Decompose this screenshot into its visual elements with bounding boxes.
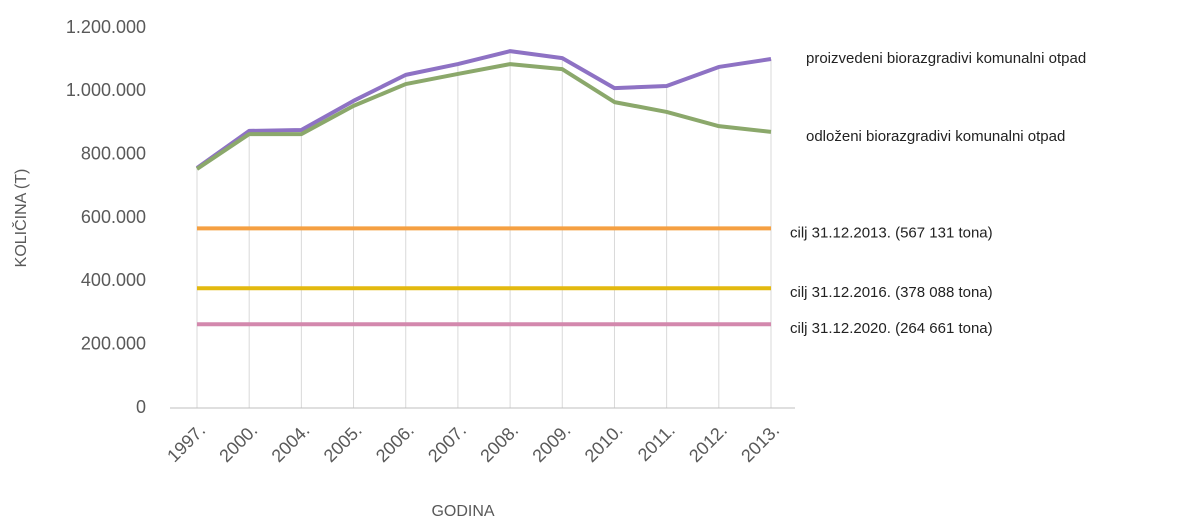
y-tick-label: 0 <box>136 397 146 417</box>
y-tick-label: 200.000 <box>81 333 146 353</box>
series-label: cilj 31.12.2016. (378 088 tona) <box>790 284 993 301</box>
x-tick-label: 2010. <box>581 420 627 466</box>
x-tick-label: 2013. <box>737 420 783 466</box>
series-line <box>195 62 772 171</box>
x-tick-label: 2012. <box>685 420 731 466</box>
x-tick-label: 2006. <box>372 420 418 466</box>
y-tick-label: 1.200.000 <box>66 17 146 37</box>
x-tick-label: 1997. <box>163 420 209 466</box>
y-tick-label: 600.000 <box>81 207 146 227</box>
series-label: cilj 31.12.2013. (567 131 tona) <box>790 224 993 241</box>
y-tick-label: 1.000.000 <box>66 80 146 100</box>
y-tick-label: 800.000 <box>81 143 146 163</box>
x-axis-label: GODINA <box>431 503 494 520</box>
x-tick-label: 2008. <box>476 420 522 466</box>
x-tick-label: 2011. <box>634 420 679 465</box>
series-label: cilj 31.12.2020. (264 661 tona) <box>790 320 993 337</box>
x-tick-label: 2004. <box>268 420 314 466</box>
series-line <box>195 49 772 170</box>
y-tick-label: 400.000 <box>81 270 146 290</box>
series-label: odloženi biorazgradivi komunalni otpad <box>806 128 1065 145</box>
x-tick-label: 2007. <box>424 420 470 466</box>
series-label: proizvedeni biorazgradivi komunalni otpa… <box>806 50 1086 67</box>
x-tick-label: 2005. <box>320 420 366 466</box>
y-axis-label: KOLIČINA (T) <box>11 169 30 268</box>
x-tick-label: 2000. <box>215 420 261 466</box>
x-tick-label: 2009. <box>528 420 574 466</box>
